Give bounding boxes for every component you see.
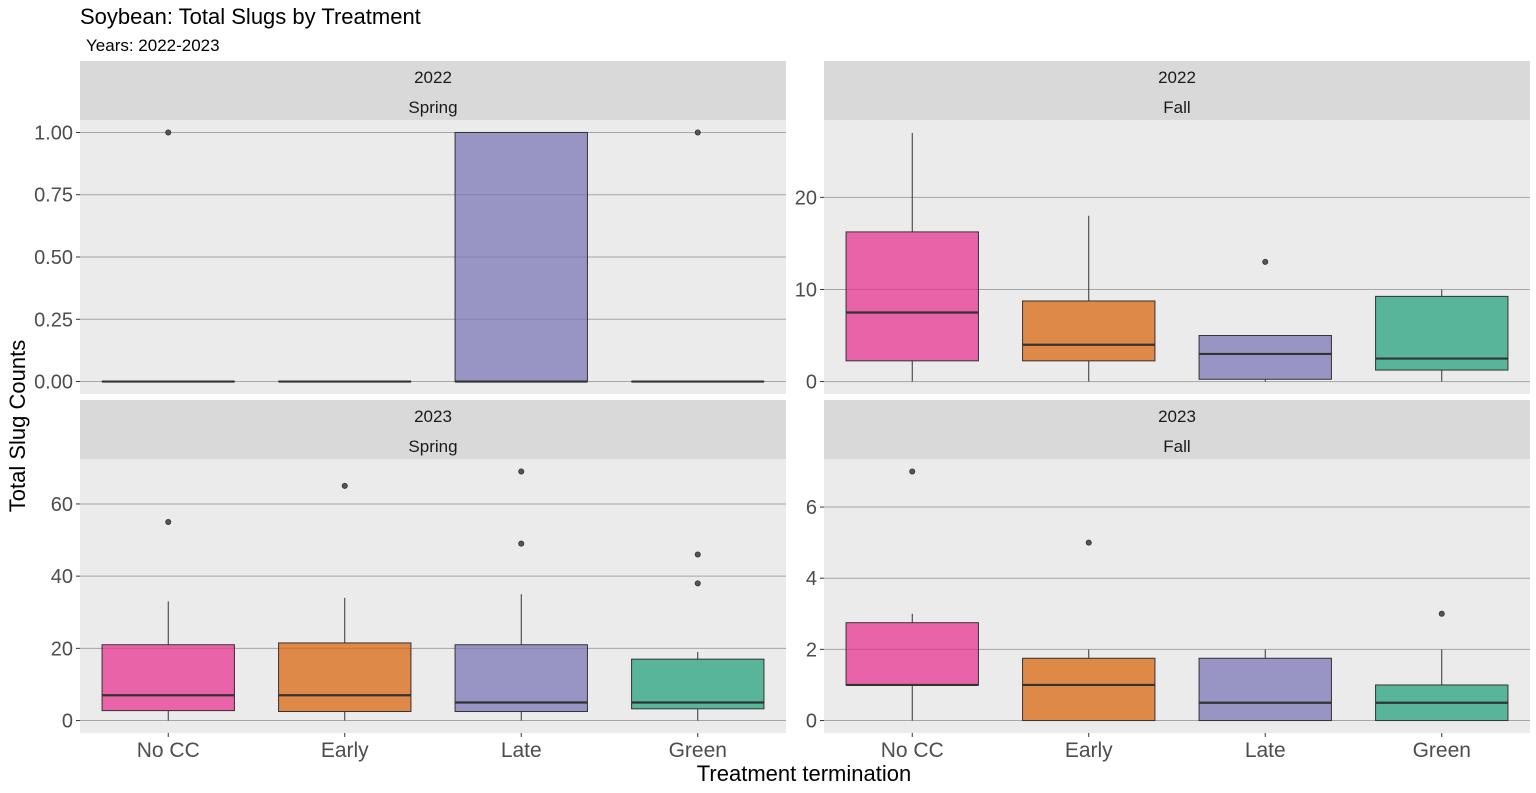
facet-strip [824,400,1530,459]
x-tick-label: Green [1413,739,1471,762]
box-late [1198,649,1332,722]
y-tick-label: 60 [51,494,73,516]
facet-strip-season: Fall [1163,98,1190,117]
box-no-cc [101,129,235,383]
facet-strip-year: 2022 [414,68,452,87]
box-iqr [1022,657,1156,722]
outlier-point [694,551,701,558]
box-iqr [454,131,588,383]
x-tick-label: Green [669,739,727,762]
facet-strip-year: 2023 [1158,407,1196,426]
box-iqr [101,644,235,712]
x-tick-label: Late [1245,739,1286,762]
box-late [454,468,588,721]
box-green [1375,610,1509,722]
y-tick-label: 2 [806,639,817,661]
outlier-point [1085,539,1092,546]
y-tick-label: 0 [62,711,73,733]
x-axis-title: Treatment termination [697,761,911,786]
outlier-point [341,482,348,489]
outlier-point [518,540,525,547]
outlier-point [165,518,172,525]
box-no-cc [845,132,979,382]
y-tick-label: 20 [795,187,817,209]
y-tick-label: 0.75 [34,185,73,207]
x-tick-label: No CC [881,739,944,762]
outlier-point [1262,258,1269,265]
box-early [278,482,412,721]
x-tick-label: Late [501,739,542,762]
panel-2022-spring: 2022 Spring 0.00 0.25 0.50 0.75 1.00 [34,61,786,394]
y-tick-label: 0.50 [34,247,73,269]
box-late [1198,258,1332,382]
box-iqr [845,231,979,362]
facet-strip-year: 2022 [1158,68,1196,87]
y-tick-label: 20 [51,638,73,660]
box-iqr [1022,300,1156,362]
facet-strip [80,61,786,120]
y-axis-title: Total Slug Counts [5,340,30,512]
facet-strip [824,61,1530,120]
box-green [631,129,765,383]
box-early [1022,215,1156,382]
outlier-point [909,468,916,475]
box-green [631,551,765,721]
box-iqr [1198,657,1332,722]
box-late [454,131,588,383]
outlier-point [694,129,701,136]
y-tick-label: 0.00 [34,372,73,394]
panel-2022-fall: 2022 Fall 0 10 20 [795,61,1530,394]
panel-2023-fall: 2023 Fall 0 2 4 6 No CC Early Late Green [806,400,1530,762]
facet-strip-year: 2023 [414,407,452,426]
box-no-cc [845,468,979,721]
y-tick-label: 10 [795,279,817,301]
x-tick-label: No CC [137,739,200,762]
facet-strip [80,400,786,459]
box-no-cc [101,518,235,721]
chart-subtitle: Years: 2022-2023 [86,36,220,55]
box-iqr [454,644,588,713]
y-tick-label: 4 [806,568,817,590]
outlier-point [518,468,525,475]
box-green [1375,289,1509,382]
box-iqr [1198,335,1332,380]
box-iqr [278,642,412,713]
facet-panels: 2022 Spring 0.00 0.25 0.50 0.75 1.00 2022 Fall 0 1… [34,61,1530,762]
outlier-point [694,580,701,587]
box-iqr [845,622,979,686]
facet-strip-season: Spring [408,437,457,456]
outlier-point [165,129,172,136]
y-tick-label: 1.00 [34,122,73,144]
y-tick-label: 0 [806,372,817,394]
y-tick-label: 0 [806,711,817,733]
y-tick-label: 40 [51,566,73,588]
chart-title: Soybean: Total Slugs by Treatment [80,4,421,29]
box-iqr [631,658,765,710]
y-tick-label: 0.25 [34,309,73,331]
y-tick-label: 6 [806,497,817,519]
panel-2023-spring: 2023 Spring 0 20 40 60 No CC Early Late Green [51,400,786,762]
outlier-point [1438,610,1445,617]
facet-strip-season: Spring [408,98,457,117]
box-early [1022,539,1156,722]
x-tick-label: Early [1065,739,1113,762]
facet-strip-season: Fall [1163,437,1190,456]
x-tick-label: Early [321,739,369,762]
